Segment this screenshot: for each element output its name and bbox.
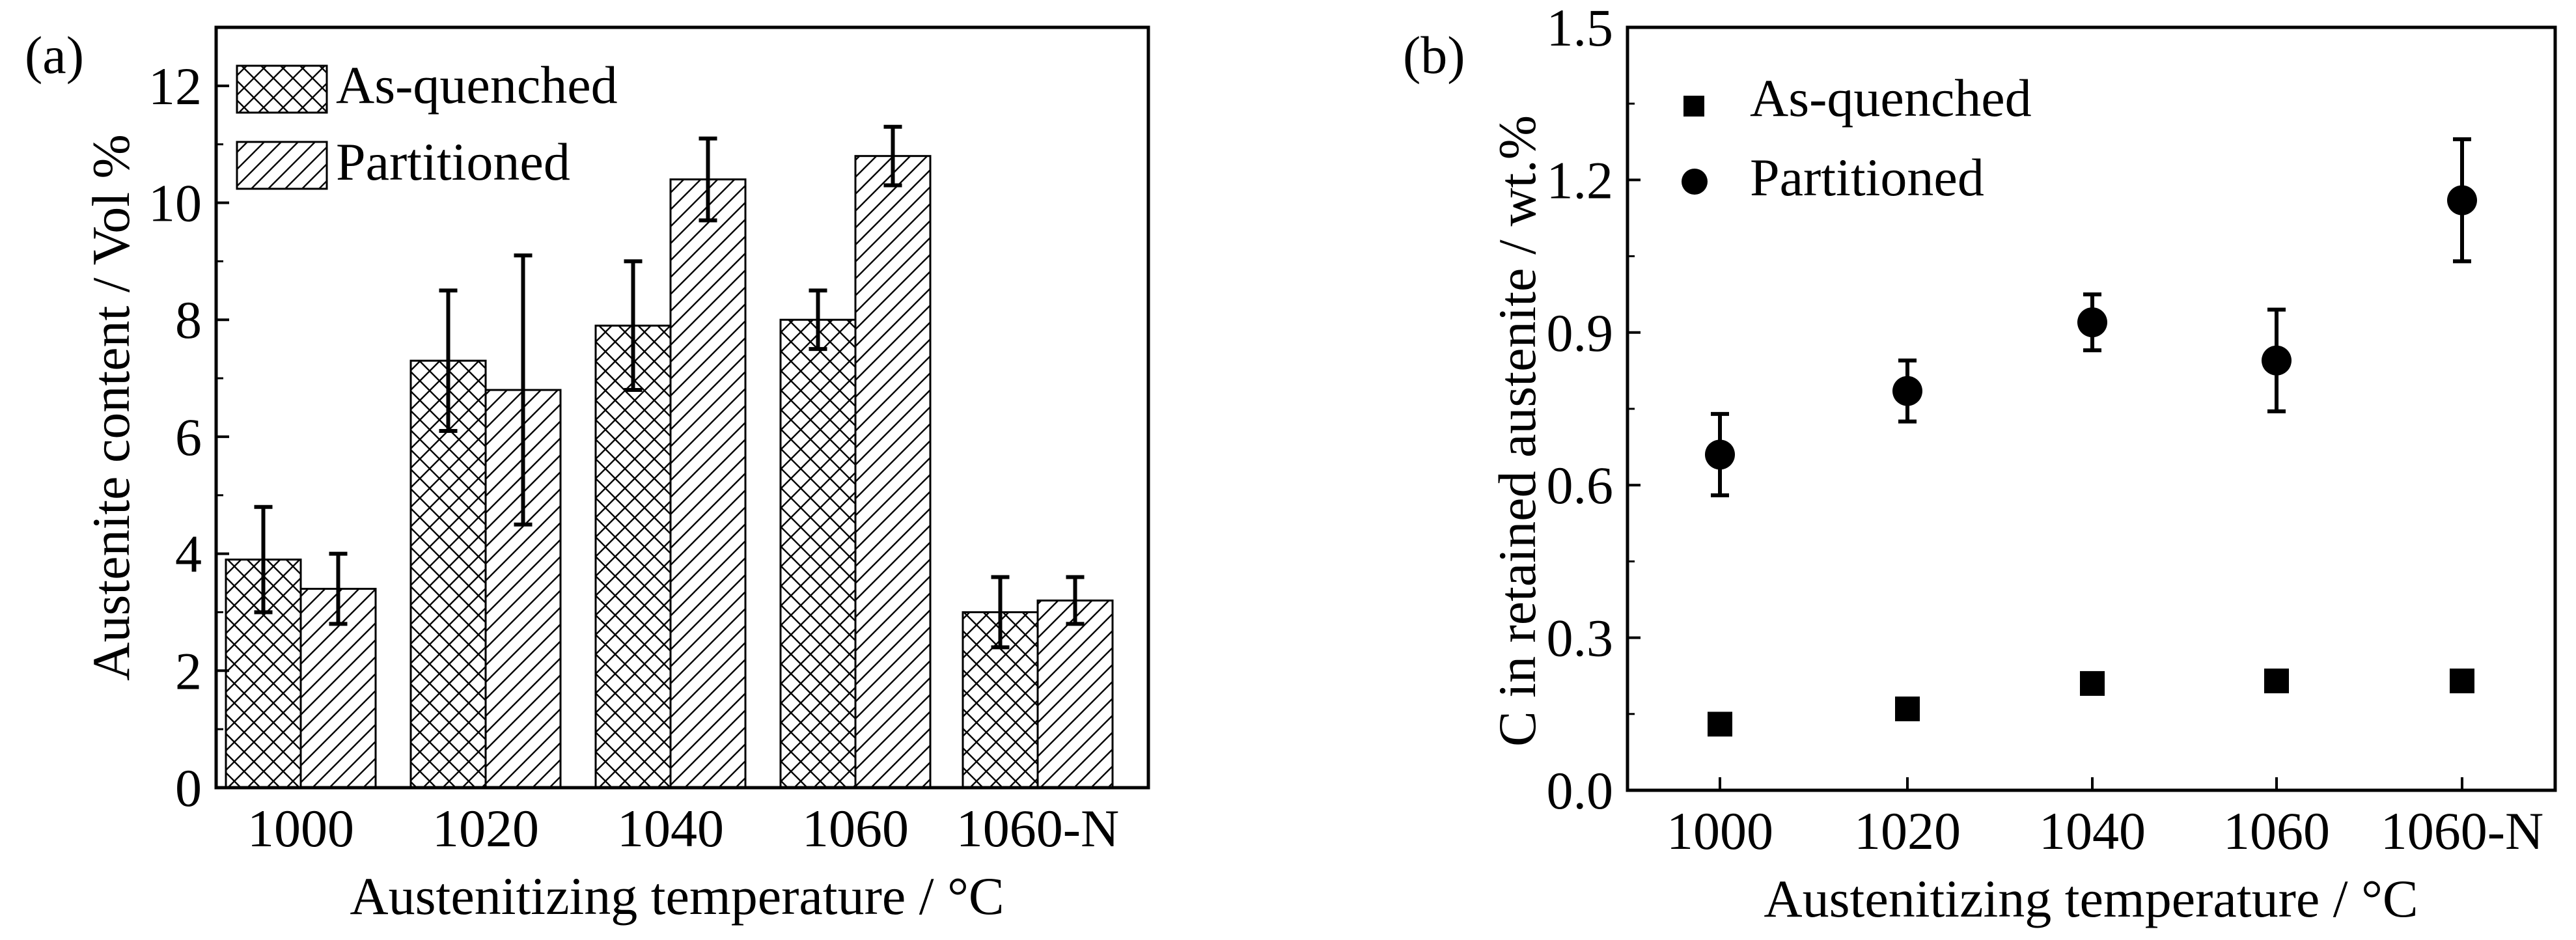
panel-b-y-axis-label: C in retained austenite / wt.% (1488, 115, 1547, 747)
bar-partitioned-1000 (299, 588, 377, 789)
legend-swatch-as-quenched (236, 64, 328, 114)
y-tick-label-10: 10 (148, 174, 202, 233)
x-tick-label-1040: 1040 (2039, 801, 2146, 861)
panel-a-bar-chart: (a) 0 2 4 6 8 10 12 1000 1020 1040 1060 1060-N Aus… (25, 25, 1150, 926)
y-tick-label-6: 6 (175, 408, 202, 467)
bar-partitioned-1060-N (1036, 599, 1114, 789)
x-tick-label-1000: 1000 (1667, 801, 1773, 861)
a-y-axis: 0 2 4 6 8 10 12 (148, 57, 229, 818)
bar-partitioned-1040 (669, 178, 747, 789)
point-as-quenched-1040 (2080, 670, 2105, 696)
point-partitioned-1000 (1705, 439, 1735, 470)
point-as-quenched-1000 (1708, 712, 1732, 737)
y-tick-label-2: 2 (175, 641, 202, 700)
y-tick-label-12: 12 (148, 57, 202, 116)
a-bars (225, 155, 1114, 789)
panel-a-legend: As-quenched Partitioned (236, 55, 618, 191)
y-tick-label-0.6: 0.6 (1547, 456, 1614, 515)
panel-b-x-axis-label: Austenitizing temperature / °C (1764, 869, 2418, 928)
panel-a-x-axis-label: Austenitizing temperature / °C (350, 866, 1004, 926)
legend-marker-square-as-quenched (1683, 96, 1704, 117)
x-tick-label-1020: 1020 (432, 799, 539, 858)
y-tick-label-8: 8 (175, 290, 202, 350)
y-tick-label-1.5: 1.5 (1547, 0, 1614, 57)
panel-b-label: (b) (1403, 25, 1465, 85)
point-as-quenched-1060-N (2450, 669, 2474, 694)
y-tick-label-0: 0 (175, 758, 202, 818)
panel-b-legend: As-quenched Partitioned (1682, 68, 2032, 207)
panel-a-label: (a) (25, 25, 84, 85)
panel-a-plot-frame (214, 25, 1150, 790)
y-tick-label-1.2: 1.2 (1547, 150, 1614, 210)
y-tick-label-0.9: 0.9 (1547, 303, 1614, 363)
legend-label-partitioned: Partitioned (1750, 148, 1984, 207)
legend-label-as-quenched: As-quenched (1750, 68, 2032, 128)
x-tick-label-1040: 1040 (617, 799, 724, 858)
legend-marker-circle-partitioned (1682, 169, 1708, 195)
x-tick-label-1020: 1020 (1854, 801, 1961, 861)
point-as-quenched-1060 (2264, 669, 2289, 694)
x-tick-label-1060: 1060 (2223, 801, 2330, 861)
b-y-axis: 0.0 0.3 0.6 0.9 1.2 1.5 (1547, 0, 1641, 820)
point-partitioned-1020 (1892, 376, 1922, 406)
point-as-quenched-1020 (1895, 696, 1920, 721)
bar-as-quenched-1040 (594, 324, 672, 789)
legend-label-as-quenched: As-quenched (336, 55, 618, 115)
bar-as-quenched-1060 (779, 318, 857, 789)
bar-partitioned-1060 (854, 155, 932, 789)
x-tick-label-1060: 1060 (802, 799, 909, 858)
x-tick-label-1060-N: 1060-N (956, 799, 1120, 858)
panel-b-scatter-chart: (b) 0.00.30.60.91.21.5 1000 1020 1040 1060 1… (1403, 0, 2557, 928)
x-tick-label-1060-N: 1060-N (2381, 801, 2544, 861)
b-markers (1705, 185, 2477, 737)
point-partitioned-1060 (2262, 345, 2292, 376)
point-partitioned-1060-N (2447, 185, 2477, 215)
legend-swatch-partitioned (236, 141, 328, 190)
x-tick-label-1000: 1000 (247, 799, 354, 858)
b-x-axis: 1000 1020 1040 1060 1060-N (1667, 777, 2543, 861)
a-error-bars (254, 124, 1085, 650)
y-tick-label-0.0: 0.0 (1547, 761, 1614, 820)
y-tick-label-0.3: 0.3 (1547, 609, 1614, 668)
y-tick-label-4: 4 (175, 525, 202, 584)
panel-a-y-axis-label: Austenite content / Vol % (81, 134, 141, 681)
legend-label-partitioned: Partitioned (336, 132, 570, 191)
point-partitioned-1040 (2077, 307, 2107, 338)
a-x-axis: 1000 1020 1040 1060 1060-N (247, 799, 1119, 858)
